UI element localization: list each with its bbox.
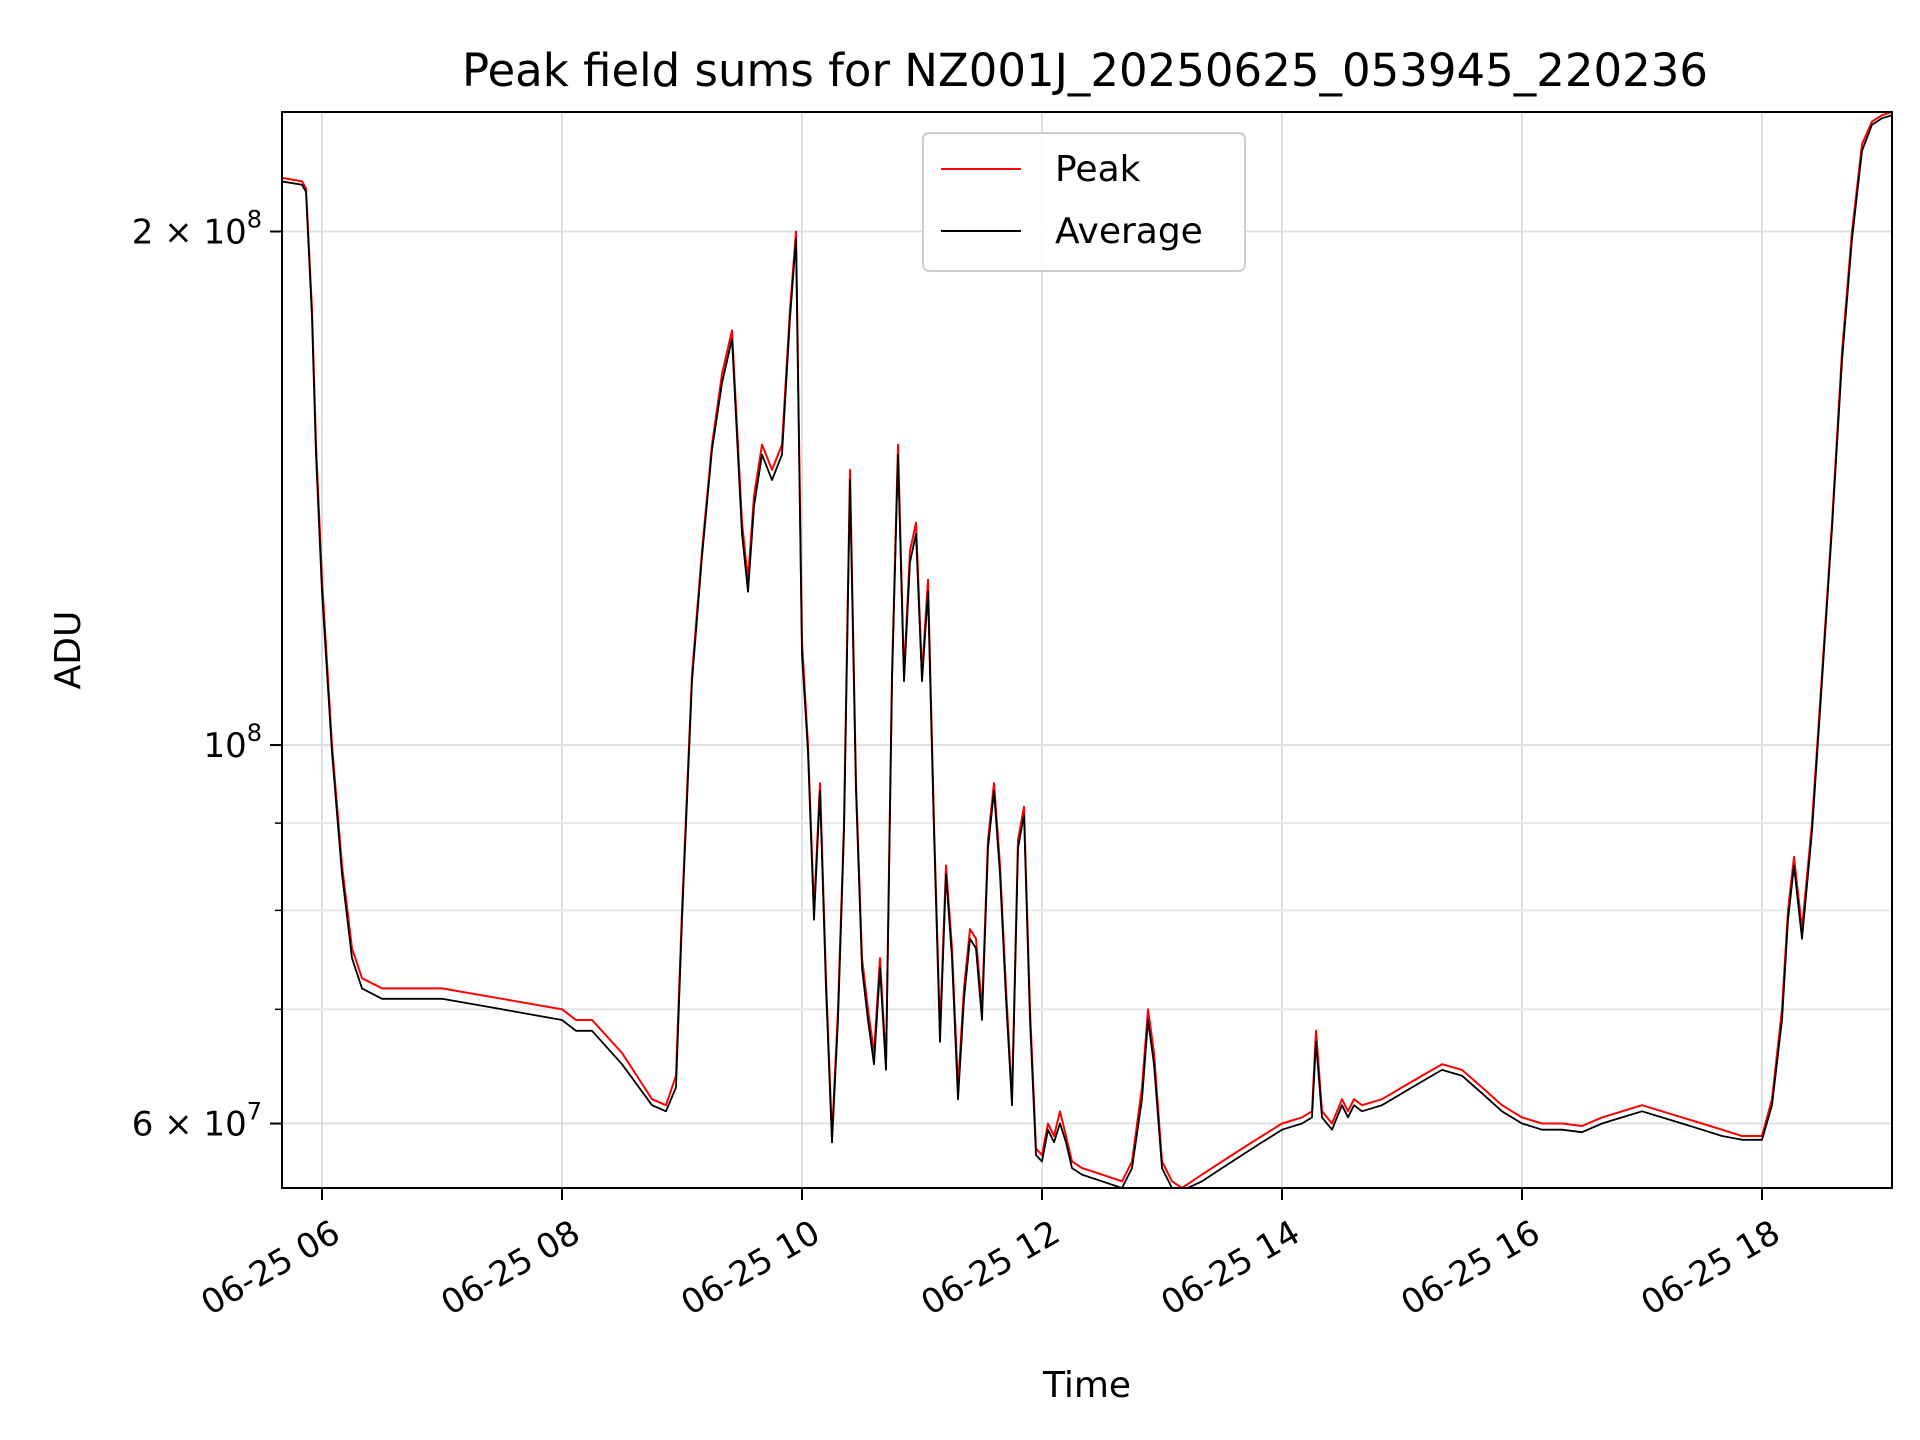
y-tick-label-base: 2 × 10 <box>132 212 247 252</box>
y-tick-label: 6 × 107 <box>132 1098 262 1145</box>
y-tick-label: 108 <box>203 719 262 766</box>
legend-label-peak: Peak <box>1055 149 1141 190</box>
y-tick-label-base: 6 × 10 <box>132 1105 247 1145</box>
y-tick-label-base: 10 <box>203 726 246 766</box>
y-tick-label-exponent: 7 <box>247 1098 262 1126</box>
legend-box <box>922 132 1246 272</box>
y-tick-label: 2 × 108 <box>132 205 262 252</box>
y-axis-label: ADU <box>48 611 89 690</box>
legend-label-average: Average <box>1055 211 1203 252</box>
axes-frame <box>281 111 1893 1189</box>
x-axis-label: Time <box>1042 1365 1131 1406</box>
chart-title: Peak field sums for NZ001J_20250625_0539… <box>462 44 1708 97</box>
legend: Peak Average <box>922 132 1246 272</box>
series-line-average <box>282 114 1892 1188</box>
y-tick-label-exponent: 8 <box>247 205 262 233</box>
plot-series <box>282 112 1892 1188</box>
y-tick-label-exponent: 8 <box>247 719 262 747</box>
